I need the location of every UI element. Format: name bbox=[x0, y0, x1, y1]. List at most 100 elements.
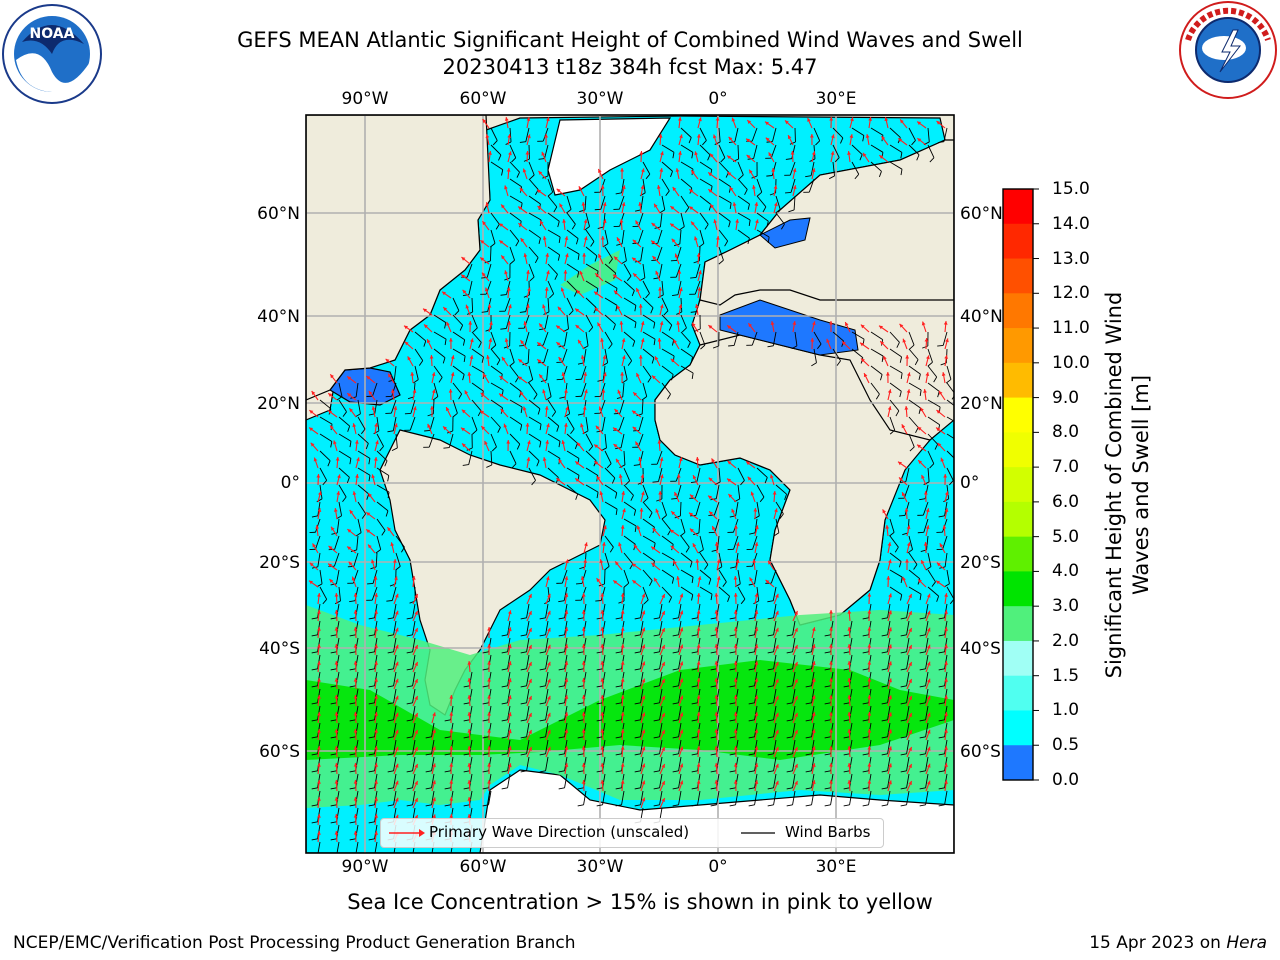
wind-barb-flag bbox=[805, 770, 812, 773]
colorbar-segment bbox=[1003, 501, 1033, 538]
chart-subtitle: 20230413 t18z 384h fcst Max: 5.47 bbox=[442, 55, 818, 79]
colorbar-segment bbox=[1003, 432, 1033, 468]
wave-arrow-head bbox=[462, 289, 467, 294]
wave-arrow-head bbox=[564, 729, 569, 733]
wind-barb bbox=[775, 501, 784, 515]
wind-barb-flag bbox=[501, 651, 508, 654]
wind-barb bbox=[680, 127, 692, 138]
wind-barb-flag bbox=[618, 600, 625, 604]
wave-arrow-head bbox=[353, 695, 358, 699]
wind-barb bbox=[488, 790, 492, 805]
wind-barb bbox=[908, 399, 921, 409]
wind-barb bbox=[390, 399, 397, 414]
wind-barb bbox=[431, 722, 435, 737]
wind-barb-flag bbox=[862, 617, 869, 620]
wind-barb bbox=[927, 382, 940, 392]
wind-barb-flag bbox=[955, 461, 957, 467]
wave-arrow-head bbox=[334, 593, 339, 597]
wind-barb-flag bbox=[368, 668, 375, 671]
wind-barb bbox=[509, 178, 522, 188]
wind-barb-flag bbox=[463, 685, 470, 688]
wind-barb bbox=[564, 688, 568, 703]
wind-barb bbox=[927, 399, 941, 408]
wind-barb-flag bbox=[425, 753, 432, 756]
wind-barb-flag bbox=[500, 294, 507, 296]
wind-barb-flag bbox=[423, 340, 427, 347]
wind-barb bbox=[642, 586, 649, 601]
wind-barb-flag bbox=[596, 685, 603, 688]
wind-barb bbox=[661, 518, 672, 531]
wind-barb-flag bbox=[824, 634, 831, 637]
wave-arrow-head bbox=[600, 746, 605, 750]
wind-barb-flag bbox=[929, 463, 935, 469]
wind-barb-flag bbox=[330, 736, 337, 739]
wave-arrow-head bbox=[309, 410, 314, 414]
wind-barb-flag bbox=[539, 770, 546, 773]
wave-arrow-head bbox=[528, 610, 532, 615]
wave-arrow-head bbox=[689, 528, 694, 533]
wind-barb bbox=[925, 603, 929, 618]
wave-arrow-head bbox=[394, 746, 399, 751]
wind-barb-flag bbox=[520, 617, 527, 620]
wind-barb bbox=[640, 603, 644, 618]
wind-barb-flag bbox=[919, 685, 926, 688]
wind-barb bbox=[334, 535, 340, 550]
wind-barb bbox=[661, 365, 674, 375]
wave-arrow-head bbox=[414, 695, 418, 700]
wind-barb-flag bbox=[938, 685, 945, 688]
wind-barb bbox=[908, 365, 921, 375]
wind-barb bbox=[811, 654, 815, 669]
wind-barb-flag bbox=[672, 617, 679, 620]
wave-arrow-head bbox=[414, 746, 418, 751]
wind-barb-flag bbox=[577, 736, 584, 739]
wind-barb bbox=[661, 501, 667, 516]
wave-arrow-head bbox=[620, 627, 625, 631]
wind-barb-flag bbox=[740, 598, 746, 605]
wind-barb bbox=[813, 348, 817, 363]
wave-arrow-head bbox=[348, 561, 353, 566]
wind-barb bbox=[792, 705, 796, 720]
wind-barb-flag bbox=[522, 362, 529, 366]
wind-barb-flag bbox=[386, 600, 393, 602]
wind-barb bbox=[659, 654, 663, 669]
wind-barb bbox=[832, 331, 844, 342]
wind-barb bbox=[604, 280, 618, 289]
wind-barb bbox=[623, 518, 637, 527]
wind-barb bbox=[545, 705, 549, 720]
wind-barb-flag bbox=[445, 856, 451, 857]
wave-arrow-head bbox=[542, 389, 546, 394]
wave-arrow-head bbox=[943, 474, 948, 478]
wind-barb-flag bbox=[881, 634, 888, 637]
wind-barb bbox=[678, 654, 682, 669]
wind-barb-flag bbox=[944, 583, 950, 588]
wave-arrow-head bbox=[601, 389, 606, 393]
wind-barb bbox=[944, 620, 948, 635]
wind-barb-flag bbox=[574, 443, 578, 450]
wind-barb bbox=[718, 161, 729, 173]
wave-arrow-head bbox=[388, 373, 392, 378]
wave-arrow-head bbox=[887, 542, 892, 547]
wave-arrow-head bbox=[480, 410, 484, 415]
wave-arrow-head bbox=[671, 238, 676, 243]
wind-barb bbox=[585, 246, 598, 257]
wind-barb bbox=[661, 195, 666, 210]
wave-arrow-head bbox=[747, 120, 752, 124]
wind-barb bbox=[338, 586, 341, 601]
wave-arrow-head bbox=[794, 678, 798, 683]
wave-arrow-head bbox=[330, 425, 334, 430]
wind-barb bbox=[433, 314, 447, 323]
wave-arrow-head bbox=[353, 712, 358, 716]
wind-barb-flag bbox=[349, 821, 356, 824]
wave-arrow-head bbox=[583, 372, 588, 376]
wind-barb-flag bbox=[958, 442, 959, 448]
wind-barb bbox=[680, 552, 693, 562]
wave-arrow-head bbox=[547, 644, 551, 649]
wind-barb-flag bbox=[748, 685, 755, 688]
wind-barb-flag bbox=[722, 581, 727, 587]
wind-barb-flag bbox=[608, 258, 613, 264]
wind-barb-flag bbox=[824, 685, 831, 688]
wind-barb-flag bbox=[780, 223, 785, 230]
wave-arrow-head bbox=[581, 610, 586, 614]
wave-arrow-head bbox=[861, 358, 865, 363]
wave-arrow-head bbox=[448, 338, 453, 342]
